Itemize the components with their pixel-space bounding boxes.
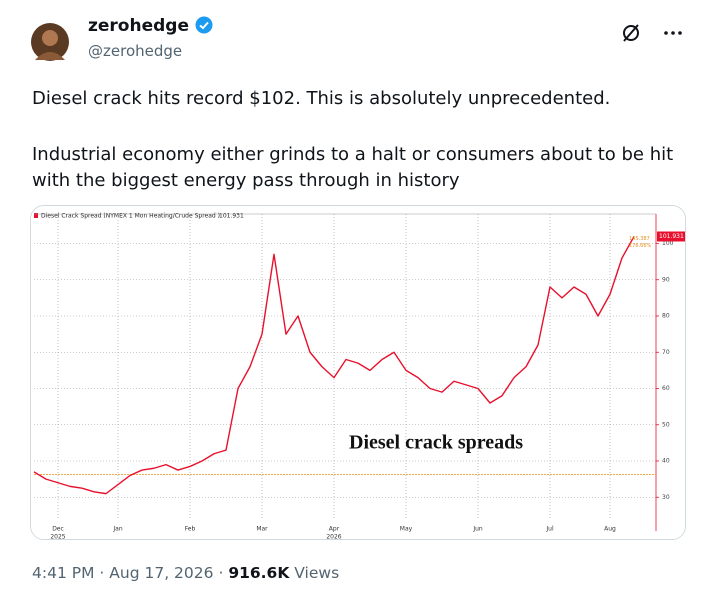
y-tick-label: 90	[662, 276, 670, 283]
separator: ·	[99, 564, 105, 582]
paragraph: Diesel crack hits record $102. This is a…	[32, 88, 611, 109]
handle[interactable]: @zerohedge	[88, 42, 183, 60]
x-tick-label: Feb	[185, 526, 196, 533]
post-text: Diesel crack hits record $102. This is a…	[32, 86, 682, 224]
value-tag	[657, 231, 685, 242]
x-tick-label: May	[400, 526, 413, 533]
data-line	[33, 236, 635, 495]
media[interactable]: Diesel Crack Spread (NYMEX 1 Mon Heating…	[30, 205, 686, 540]
views-count: 916.6K	[228, 564, 290, 582]
year-label: 2025	[50, 534, 65, 541]
y-tick-label: 80	[662, 313, 670, 320]
year-label: 2026	[326, 534, 341, 541]
grok-icon[interactable]	[623, 25, 639, 41]
x-tick-label: Aug	[604, 526, 616, 533]
paragraph: Industrial economy either grinds to a ha…	[32, 144, 674, 191]
y-tick-label: 40	[662, 458, 670, 465]
date[interactable]: Aug 17, 2026	[109, 564, 214, 582]
small-label: 145.387	[629, 236, 650, 242]
x-tick-label: Mar	[256, 526, 268, 533]
y-tick-label: 30	[662, 494, 670, 501]
chart-annotation: Diesel crack spreads	[349, 432, 523, 454]
x-tick-label: Dec	[52, 526, 64, 533]
y-tick-label: 70	[662, 349, 670, 356]
verified-badge	[195, 16, 213, 34]
toolbar-icons	[623, 24, 682, 42]
y-tick-label: 100	[662, 240, 674, 247]
y-tick-label: 50	[662, 421, 670, 428]
name-text: zerohedge	[88, 16, 189, 36]
x-tick-label: Jan	[112, 526, 122, 533]
legend-text: Diesel Crack Spread (NYMEX 1 Mon Heating…	[41, 213, 220, 220]
legend-value: 101.931	[219, 213, 244, 220]
y-tick-label: 60	[662, 385, 670, 392]
x-tick-label: Jun	[472, 526, 483, 533]
post-meta: 4:41 PM · Aug 17, 2026 · 916.6K Views	[32, 564, 339, 582]
views-label: Views	[294, 564, 340, 582]
display-name[interactable]: zerohedge	[88, 16, 213, 36]
x-tick-label: Apr	[329, 526, 340, 533]
avatar[interactable]	[30, 22, 74, 66]
small-label: 176.66%	[629, 243, 651, 249]
more-button[interactable]	[664, 31, 682, 35]
value-tag-label: 101.931	[659, 233, 684, 240]
time[interactable]: 4:41 PM	[32, 564, 95, 582]
x-tick-label: Jul	[545, 526, 554, 533]
chart: Diesel Crack Spread (NYMEX 1 Mon Heating…	[31, 206, 685, 541]
separator: ·	[218, 564, 224, 582]
legend-swatch	[34, 213, 38, 218]
